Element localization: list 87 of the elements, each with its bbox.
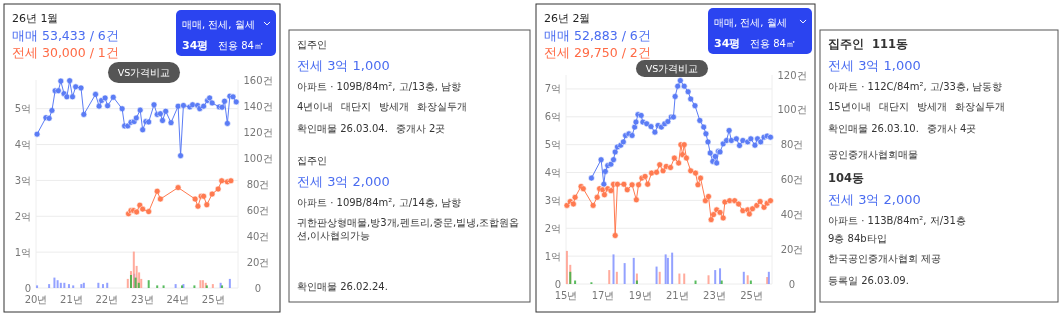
x-tick-label: 23년 [703,290,726,301]
y2-tick-label: 40건 [246,230,270,242]
y2-tick-label: 80건 [246,178,270,190]
y2-tick-label: 0 [254,282,262,294]
text: 대단지 [341,101,372,112]
text: 방세개 [379,101,410,112]
y2-tick-label: 0 [788,278,796,290]
y2-tick-label: 40건 [780,208,804,220]
x-tick-label: 24년 [166,294,190,305]
text: 공인중개사협회매물 [828,149,918,160]
text: 4년이내 [297,101,334,112]
x-tick-label: 25년 [740,290,763,301]
y2-tick-label: 160건 [243,74,273,86]
text: 전세 3억 1,000 [297,58,390,73]
text: 귀한판상형매물,방3개,펜트리,중문,빌냉,조합원옵션,이사협의가능 [297,217,520,241]
text: VS가격비교 [645,63,699,74]
text: VS가격비교 [117,67,171,78]
text: 34평 [714,37,741,51]
y-tick-label: 4억 [14,139,31,151]
text: 아파트 · 109B/84m², 고/14층, 남향 [297,197,462,208]
y2-tick-label: 120건 [243,126,273,138]
y-tick-label: 5억 [544,139,561,151]
chart-title: 26년 1월 [12,12,59,25]
x-tick-label: 17년 [591,290,615,301]
y2-tick-label: 100건 [777,104,807,116]
text: 등록일 26.03.09. [828,275,909,286]
text: 전세 29,750 / 2건 [544,45,651,60]
text: 매매, 전세, 월세 [714,17,787,29]
text: 전용 84㎡ [750,38,796,50]
text: 아파트 · 113B/84m², 저/31층 [828,215,966,226]
text: 확인매물 26.03.10. [828,123,919,134]
text: 전세 3억 2,000 [828,192,921,207]
y2-tick-label: 60건 [246,204,270,216]
y-tick-label: 2억 [544,222,561,234]
text: 확인매물 26.02.24. [297,281,388,292]
text: 전세 3억 2,000 [297,174,390,189]
text: 집주인 [297,155,327,166]
y2-tick-label: 20건 [246,256,270,268]
y-tick-label: 7억 [544,83,561,95]
y2-tick-label: 140건 [243,100,273,112]
y-tick-label: 3억 [544,194,561,206]
y2-tick-label: 80건 [780,139,804,151]
text: 화장실두개 [417,101,468,112]
y-tick-label: 1억 [14,246,31,258]
x-tick-label: 25년 [201,294,225,305]
text: 중개사 2곳 [395,123,446,134]
x-tick-label: 15년 [554,290,578,301]
y2-tick-label: 100건 [243,152,273,164]
x-tick-label: 21년 [665,290,689,301]
text: 전세 30,000 / 1건 [12,45,119,60]
x-tick-label: 19년 [628,290,652,301]
y-tick-label: 1억 [544,250,561,262]
y2-tick-label: 20건 [780,243,804,255]
text: 매매 53,433 / 6건 [12,28,119,43]
text: 확인매물 26.03.04. [297,123,388,134]
y2-tick-label: 60건 [780,174,804,185]
y2-tick-label: 120건 [777,69,807,81]
y-tick-label: 3억 [14,174,31,186]
chart-title: 26년 2월 [544,12,591,25]
y-tick-label: 2억 [14,210,31,222]
text: 전용 84㎡ [218,40,264,52]
y-tick-label: 6억 [544,111,561,123]
y-tick-label: 0 [24,282,31,294]
x-tick-label: 21년 [60,294,83,305]
text: 111동 [872,37,909,51]
x-tick-label: 20년 [24,294,48,305]
y-tick-label: 4억 [544,167,561,179]
text: 아파트 · 109B/84m², 고/13층, 남향 [297,81,462,92]
text: 15년이내 [828,101,871,112]
text: 화장실두개 [954,101,1005,112]
text: 한국공인중개사협회 제공 [828,253,942,264]
x-tick-label: 23년 [130,294,154,305]
y-tick-label: 0 [554,278,561,290]
y-tick-label: 5억 [14,103,31,115]
text: 9층 84b타입 [828,233,887,244]
text: 34평 [182,39,209,53]
x-tick-label: 22년 [95,294,119,305]
text: 집주인 [828,37,864,51]
text: 104동 [828,171,865,185]
text: 중개사 4곳 [926,123,977,134]
text: 방세개 [916,101,947,112]
text: 매매 52,883 / 6건 [544,28,651,43]
text: 매매, 전세, 월세 [182,19,255,31]
text: 전세 3억 1,000 [828,58,921,73]
text: 집주인 [297,39,327,50]
text: 대단지 [878,101,909,112]
text: 아파트 · 112C/84m², 고/33층, 남동향 [828,81,1003,92]
